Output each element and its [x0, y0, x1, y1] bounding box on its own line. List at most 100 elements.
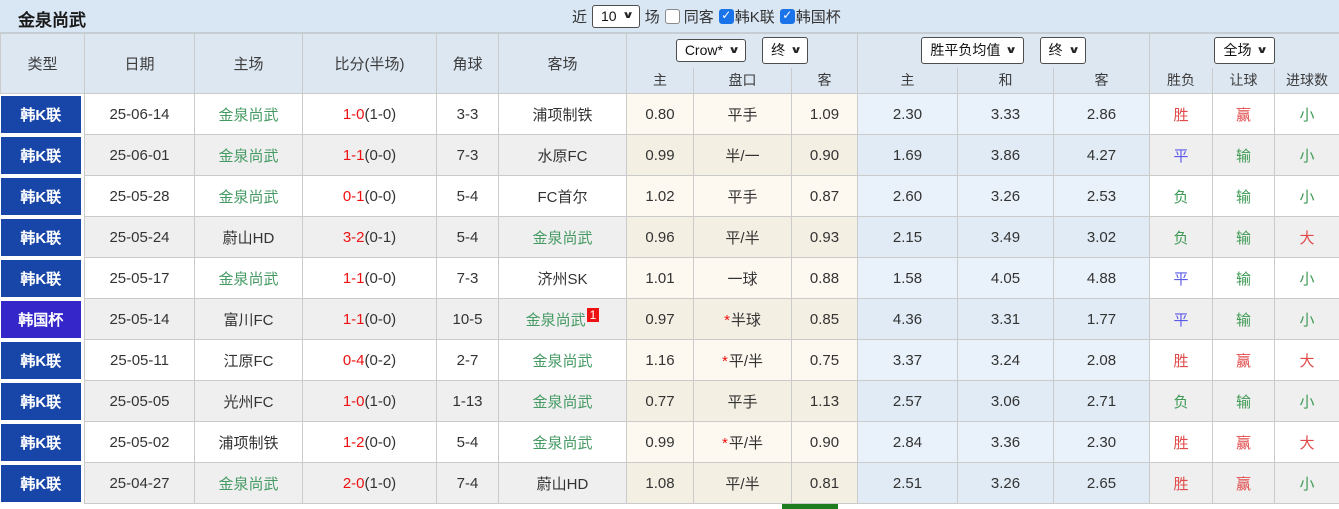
- col-date: 日期: [84, 33, 195, 94]
- goals-cell: 小: [1274, 257, 1339, 299]
- match-table-body: 韩K联 25-06-14 金泉尚武 1-0(1-0) 3-3 浦项制铁 0.80…: [0, 93, 1339, 504]
- result-cell: 平: [1149, 257, 1214, 299]
- odds-stage-select[interactable]: 终 ∨: [762, 37, 809, 65]
- competition-type-cell: 韩K联: [0, 380, 85, 422]
- league-checkbox[interactable]: [718, 8, 734, 24]
- goals-cell: 大: [1274, 421, 1339, 463]
- competition-type: 韩K联: [0, 218, 81, 256]
- avg-stage-value: 终: [1048, 42, 1063, 59]
- match-date: 25-05-14: [84, 298, 195, 340]
- competition-type: 韩K联: [0, 464, 81, 502]
- home-team: 金泉尚武: [194, 134, 303, 176]
- table-header: 类型 日期 主场 比分(半场) 角球 客场 Crow* ∨ 终 ∨: [0, 33, 1339, 94]
- odds-home-cell: 0.96: [626, 216, 694, 258]
- avg-home-cell: 2.51: [857, 462, 959, 504]
- table-row: 韩K联 25-04-27 金泉尚武 2-0(1-0) 7-4 蔚山HD 1.08…: [0, 462, 1339, 504]
- same-venue-checkbox[interactable]: [664, 8, 680, 24]
- avg-draw-cell: 3.26: [957, 175, 1055, 217]
- chevron-down-icon: ∨: [727, 44, 741, 56]
- competition-type-cell: 韩K联: [0, 93, 85, 135]
- odds-home-cell: 1.16: [626, 339, 694, 381]
- odds-home-cell: 0.80: [626, 93, 694, 135]
- score-cell: 2-0(1-0): [302, 462, 437, 504]
- odds-stage-value: 终: [771, 42, 786, 59]
- avg-metric-select[interactable]: 胜平负均值 ∨: [921, 37, 1024, 65]
- result-cell: 负: [1149, 380, 1214, 422]
- avg-stage-select[interactable]: 终 ∨: [1039, 37, 1086, 65]
- fulltime-score: 1-2: [342, 433, 365, 451]
- competition-type: 韩国杯: [0, 300, 81, 338]
- handicap-result-cell: 赢: [1212, 339, 1276, 381]
- league-filter: 韩K联: [718, 6, 775, 27]
- goals-cell: 小: [1274, 298, 1339, 340]
- avg-dropdown-group: 胜平负均值 ∨ 终 ∨: [857, 33, 1151, 68]
- subcol-goals: 进球数: [1274, 67, 1339, 94]
- goals-cell: 大: [1274, 339, 1339, 381]
- away-team-name: 水原FC: [537, 147, 588, 165]
- goals-cell: 小: [1274, 462, 1339, 504]
- competition-type: 韩K联: [0, 341, 81, 379]
- cup-checkbox[interactable]: [779, 8, 795, 24]
- avg-home-cell: 2.84: [857, 421, 959, 463]
- competition-type: 韩K联: [0, 382, 81, 420]
- avg-away-cell: 1.77: [1053, 298, 1151, 340]
- competition-type-cell: 韩K联: [0, 421, 85, 463]
- away-team-badge: 1: [586, 308, 600, 322]
- match-date: 25-05-17: [84, 257, 195, 299]
- avg-draw-cell: 3.86: [957, 134, 1055, 176]
- away-team: 浦项制铁: [498, 93, 627, 135]
- recent-suffix-label: 场: [644, 8, 660, 26]
- halftime-score: (1-0): [364, 392, 397, 410]
- home-team: 光州FC: [194, 380, 303, 422]
- competition-type: 韩K联: [0, 177, 81, 215]
- scope-select[interactable]: 全场 ∨: [1214, 37, 1275, 65]
- handicap-result-cell: 输: [1212, 257, 1276, 299]
- same-venue-label: 同客: [683, 8, 714, 26]
- recent-count-value: 10: [601, 7, 617, 24]
- odds-home-cell: 0.77: [626, 380, 694, 422]
- handicap-cell: 平/半: [693, 216, 792, 258]
- handicap-result-cell: 输: [1212, 134, 1276, 176]
- odds-home-cell: 0.99: [626, 134, 694, 176]
- avg-home-cell: 4.36: [857, 298, 959, 340]
- score-cell: 0-4(0-2): [302, 339, 437, 381]
- odds-company-value: Crow*: [684, 42, 723, 59]
- avg-home-cell: 2.57: [857, 380, 959, 422]
- home-team: 浦项制铁: [194, 421, 303, 463]
- away-team-name: 浦项制铁: [532, 106, 593, 124]
- chevron-down-icon: ∨: [1256, 44, 1269, 56]
- away-team-name: 金泉尚武: [532, 352, 593, 370]
- halftime-score: (1-0): [364, 105, 397, 123]
- avg-home-cell: 2.30: [857, 93, 959, 135]
- avg-draw-cell: 3.26: [957, 462, 1055, 504]
- recent-count-select[interactable]: 10 ∨: [592, 4, 640, 28]
- corners-cell: 10-5: [436, 298, 499, 340]
- corners-cell: 7-3: [436, 134, 499, 176]
- bottom-green-marker: [782, 504, 838, 509]
- away-team-name: 济州SK: [537, 270, 588, 288]
- avg-draw-cell: 3.06: [957, 380, 1055, 422]
- handicap-result-cell: 输: [1212, 380, 1276, 422]
- match-date: 25-05-11: [84, 339, 195, 381]
- halftime-score: (0-0): [364, 433, 397, 451]
- odds-dropdown-group: Crow* ∨ 终 ∨: [625, 33, 859, 68]
- table-row: 韩K联 25-05-11 江原FC 0-4(0-2) 2-7 金泉尚武 1.16…: [0, 339, 1339, 381]
- competition-type-cell: 韩K联: [0, 257, 85, 299]
- same-venue-filter: 同客: [664, 6, 714, 27]
- cup-filter-label: 韩国杯: [795, 8, 841, 26]
- away-team: 金泉尚武: [498, 380, 627, 422]
- fulltime-score: 1-0: [342, 392, 365, 410]
- odds-company-select[interactable]: Crow* ∨: [675, 39, 747, 63]
- home-team: 金泉尚武: [194, 175, 303, 217]
- avg-draw-cell: 3.33: [957, 93, 1055, 135]
- handicap-cell: 平手: [693, 93, 792, 135]
- subcol-handicap: 盘口: [693, 67, 792, 94]
- halftime-score: (0-0): [364, 269, 397, 287]
- chevron-down-icon: ∨: [1005, 44, 1018, 56]
- away-team-name: 金泉尚武: [532, 434, 593, 452]
- handicap-text: 平/半: [728, 434, 763, 452]
- avg-home-cell: 2.60: [857, 175, 959, 217]
- subcol-avg-home: 主: [857, 67, 959, 94]
- handicap-result-cell: 赢: [1212, 421, 1276, 463]
- handicap-text: 平手: [727, 393, 758, 411]
